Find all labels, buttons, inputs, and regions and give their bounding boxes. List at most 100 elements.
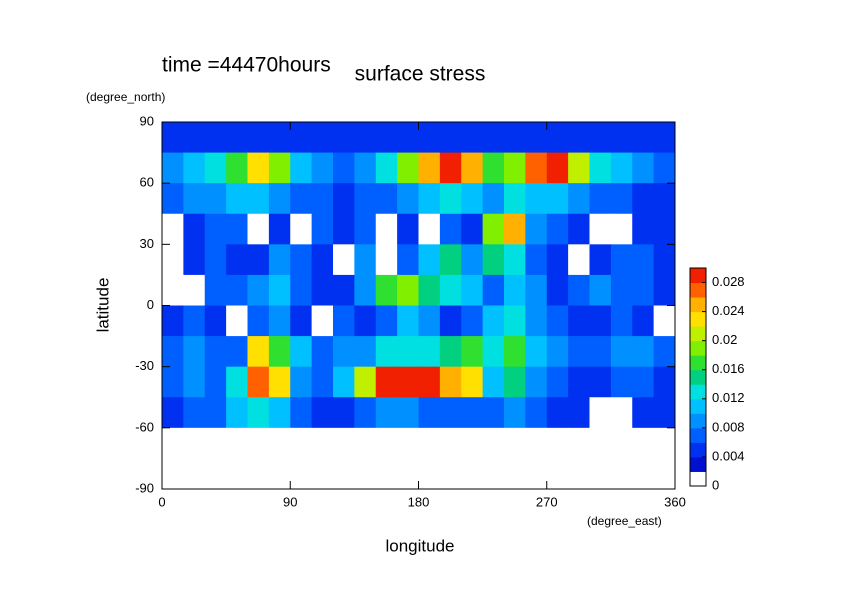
colorbar-frame <box>689 267 707 487</box>
cell <box>247 213 270 245</box>
cell <box>525 458 548 490</box>
cell <box>268 336 291 368</box>
cell <box>333 152 355 184</box>
cell <box>204 213 227 245</box>
cell <box>268 244 291 276</box>
x-tick-label: 270 <box>536 494 558 509</box>
cell <box>268 305 291 337</box>
cell <box>439 213 462 245</box>
cell <box>397 122 419 154</box>
cell <box>632 213 655 245</box>
cell <box>546 122 569 154</box>
cell <box>418 183 441 215</box>
cell <box>333 274 355 306</box>
cell <box>183 366 206 398</box>
x-tick-label: 180 <box>408 494 430 509</box>
cell <box>333 458 355 490</box>
cell <box>311 427 334 459</box>
cell <box>375 305 398 337</box>
cell <box>632 122 655 154</box>
cell <box>183 274 206 306</box>
cell <box>525 152 548 184</box>
colorbar-tick-label: 0.004 <box>712 448 745 463</box>
y-tick-label: -30 <box>135 358 154 373</box>
cell <box>290 336 313 368</box>
cell <box>439 427 462 459</box>
cell <box>439 305 462 337</box>
cell <box>546 397 569 429</box>
cell <box>247 274 270 306</box>
cell <box>268 213 291 245</box>
cell <box>439 397 462 429</box>
cell <box>162 305 184 337</box>
cell <box>632 336 655 368</box>
colorbar-segment <box>690 369 706 385</box>
cell <box>311 305 334 337</box>
cell <box>525 122 548 154</box>
cell <box>226 336 248 368</box>
cell <box>311 152 334 184</box>
cell <box>354 213 377 245</box>
cell <box>354 336 377 368</box>
cell <box>568 336 590 368</box>
y-tick-label: -90 <box>135 480 154 495</box>
cell <box>461 152 484 184</box>
cell <box>461 458 484 490</box>
cell <box>333 397 355 429</box>
cell <box>610 152 633 184</box>
cell <box>632 244 655 276</box>
cell <box>354 458 377 490</box>
cell <box>333 213 355 245</box>
cell <box>290 397 313 429</box>
colorbar-segment <box>690 311 706 327</box>
colorbar-tick-label: 0.008 <box>712 419 745 434</box>
cell <box>632 427 655 459</box>
cell <box>162 458 184 490</box>
cell <box>247 244 270 276</box>
cell <box>546 274 569 306</box>
x-tick-label: 90 <box>283 494 297 509</box>
cell <box>589 213 612 245</box>
cell <box>653 336 676 368</box>
cell <box>268 397 291 429</box>
colorbar-segment <box>690 282 706 298</box>
cell <box>162 397 184 429</box>
cell <box>504 336 526 368</box>
cell <box>504 183 526 215</box>
cell <box>290 183 313 215</box>
cell <box>375 122 398 154</box>
cell <box>418 458 441 490</box>
cell <box>482 213 505 245</box>
cell <box>525 336 548 368</box>
cell <box>162 274 184 306</box>
cell <box>568 397 590 429</box>
cell <box>589 244 612 276</box>
cell <box>610 427 633 459</box>
cell <box>290 366 313 398</box>
cell <box>504 458 526 490</box>
chart-title: surface stress <box>355 63 486 86</box>
x-tick-label: 360 <box>664 494 686 509</box>
cell <box>290 274 313 306</box>
cell <box>226 427 248 459</box>
cell <box>589 427 612 459</box>
cell <box>162 427 184 459</box>
cell <box>504 366 526 398</box>
cell <box>525 397 548 429</box>
cell <box>354 244 377 276</box>
cell <box>482 336 505 368</box>
cell <box>525 366 548 398</box>
cell <box>546 305 569 337</box>
cell <box>226 122 248 154</box>
colorbar-tick-label: 0.012 <box>712 390 745 405</box>
cell <box>375 152 398 184</box>
cell <box>375 336 398 368</box>
cell <box>418 336 441 368</box>
cell <box>375 213 398 245</box>
cell <box>162 152 184 184</box>
cell <box>247 366 270 398</box>
cell <box>653 366 676 398</box>
cell <box>461 366 484 398</box>
cell <box>568 213 590 245</box>
y-unit: (degree_north) <box>86 90 165 104</box>
